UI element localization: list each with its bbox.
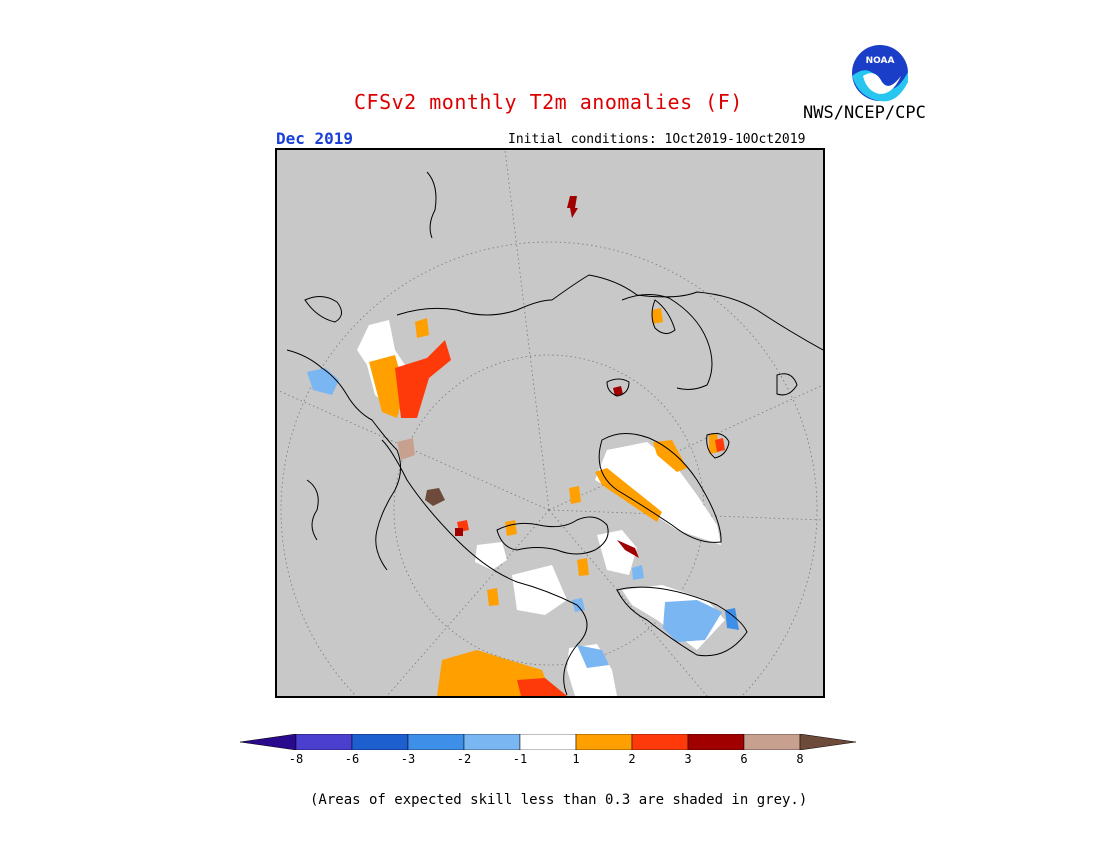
coastline-north-america: [381, 439, 588, 696]
anomaly-patch-orange: [652, 308, 663, 324]
coastline-hudson-bay: [616, 586, 748, 657]
colorbar-bin: [743, 733, 801, 751]
colorbar-bin: [575, 733, 633, 751]
noaa-logo-text: NOAA: [866, 56, 895, 66]
anomaly-patch-red-orange: [395, 340, 451, 418]
meridian-line: [548, 384, 823, 511]
anomaly-patches: [307, 196, 739, 696]
anomaly-patch-orange: [595, 468, 662, 522]
meridian-line: [386, 509, 550, 696]
forecast-month: Dec 2019: [276, 129, 354, 148]
anomaly-patch-brown: [425, 488, 445, 506]
coastline-iceland: [706, 433, 730, 459]
colorbar-tick-label: 1: [572, 752, 580, 766]
colorbar-bin: [295, 733, 353, 751]
coastline-pacific-islands: [306, 479, 319, 541]
colorbar-tick-label: -1: [512, 752, 528, 766]
anomaly-patch-tan: [397, 438, 415, 460]
map-panel: [275, 148, 825, 698]
coastline-alaska: [286, 349, 398, 451]
noaa-logo: NOAA: [849, 42, 911, 104]
anomaly-patch-dark-red: [613, 386, 623, 396]
anomaly-patch-dark-red: [455, 528, 463, 536]
colorbar-tick-label: 2: [628, 752, 636, 766]
anomaly-patch-orange: [505, 520, 517, 536]
colorbar-tick-label: 6: [740, 752, 748, 766]
anomaly-patch-orange: [569, 486, 581, 504]
anomaly-patch-orange: [487, 588, 499, 606]
colorbar-bin: [631, 733, 689, 751]
agency-label: NWS/NCEP/CPC: [803, 103, 926, 123]
meridian-line: [548, 509, 708, 696]
coastlines: [286, 171, 823, 696]
colorbar-tick-label: -8: [288, 752, 304, 766]
coastline-british-isles: [776, 373, 798, 396]
skill-footnote: (Areas of expected skill less than 0.3 a…: [310, 792, 808, 808]
anomaly-patch-dark-red: [567, 196, 578, 218]
coastline-greenland: [598, 433, 722, 543]
colorbar-svg: [239, 733, 857, 751]
anomaly-patch-dark-red: [617, 540, 639, 558]
colorbar-tick-label: -3: [400, 752, 416, 766]
colorbar-bin: [519, 733, 577, 751]
map-title: CFSv2 monthly T2m anomalies (F): [354, 90, 743, 114]
colorbar-bin: [351, 733, 409, 751]
coastline-novaya-zemlya: [651, 299, 676, 334]
coastline-europe: [551, 274, 823, 351]
coastline-svalbard: [606, 378, 630, 397]
colorbar-tick-label: -6: [344, 752, 360, 766]
anomaly-patch-light-blue: [632, 565, 644, 580]
meridian-line: [548, 509, 823, 521]
map-background: [277, 150, 823, 696]
colorbar-bin: [687, 733, 745, 751]
anomaly-patch-red-orange: [517, 678, 567, 696]
colorbar-bin: [463, 733, 521, 751]
colorbar-tick-label: 3: [684, 752, 692, 766]
anomaly-patch-orange: [653, 440, 687, 472]
anomaly-patch-light-blue: [663, 600, 722, 642]
coastline-kamchatka: [426, 171, 437, 239]
colorbar-tick-label: 8: [796, 752, 804, 766]
colorbar: [239, 733, 860, 751]
anomaly-patch-blue: [725, 608, 739, 630]
anomaly-patch-orange: [415, 318, 429, 338]
anomaly-patch-orange: [577, 558, 589, 576]
initial-conditions: Initial conditions: 1Oct2019-10Oct2019: [508, 132, 806, 147]
anomaly-patch-light-blue: [577, 645, 609, 668]
coastline-siberia: [396, 299, 553, 316]
anomaly-patch-white: [595, 442, 721, 545]
coastline-arctic-islands: [496, 516, 609, 555]
colorbar-bin: [407, 733, 465, 751]
coastline-canada-west: [375, 449, 401, 571]
colorbar-bin: [239, 733, 297, 751]
anomaly-patch-white: [597, 530, 637, 575]
anomaly-patch-white: [512, 565, 567, 615]
coastline-east-asia: [304, 296, 342, 323]
anomaly-patch-red-orange: [715, 438, 725, 452]
meridian-line: [504, 150, 550, 511]
anomaly-patch-light-blue: [572, 598, 585, 612]
latitude-circle-outer: [280, 241, 818, 696]
map-svg: [277, 150, 823, 696]
colorbar-tick-label: -2: [456, 752, 472, 766]
coastline-scandinavia: [621, 294, 713, 390]
colorbar-bin: [799, 733, 857, 751]
